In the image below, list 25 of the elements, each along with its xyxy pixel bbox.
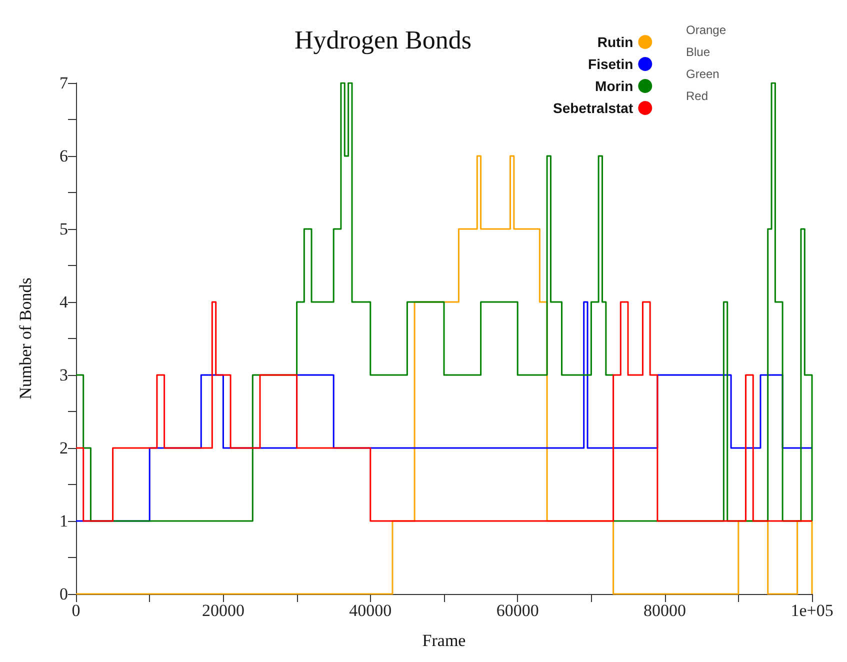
legend-label: Rutin [597, 34, 634, 50]
x-tick-label: 80000 [644, 601, 686, 620]
text: Green [686, 67, 720, 81]
y-tick-label: 1 [60, 512, 68, 530]
x-tick-label: 40000 [349, 601, 392, 620]
y-tick-label: 7 [60, 74, 68, 92]
y-tick-label: 4 [60, 292, 68, 312]
text: Orange [686, 23, 726, 37]
y-tick-label: 0 [60, 584, 68, 604]
y-tick-label: 3 [60, 366, 68, 384]
y-tick-label: 5 [60, 220, 68, 238]
legend-label: Morin [595, 78, 634, 94]
x-tick-label: 0 [72, 601, 80, 620]
legend-label: Sebetralstat [552, 100, 634, 116]
x-axis-title: Frame [422, 631, 466, 650]
y-axis-title: Number of Bonds [16, 278, 35, 400]
chart-title: Hydrogen Bonds [294, 26, 472, 54]
y-tick-label: 2 [60, 438, 68, 458]
y-tick-label: 6 [60, 146, 68, 166]
annotation: Red [686, 89, 708, 103]
text: Blue [686, 45, 710, 59]
x-tick-label: 20000 [202, 601, 244, 620]
legend-label: Fisetin [588, 56, 634, 72]
x-tick-label: 60000 [496, 601, 539, 620]
x-tick-label: 1e+05 [790, 601, 834, 620]
